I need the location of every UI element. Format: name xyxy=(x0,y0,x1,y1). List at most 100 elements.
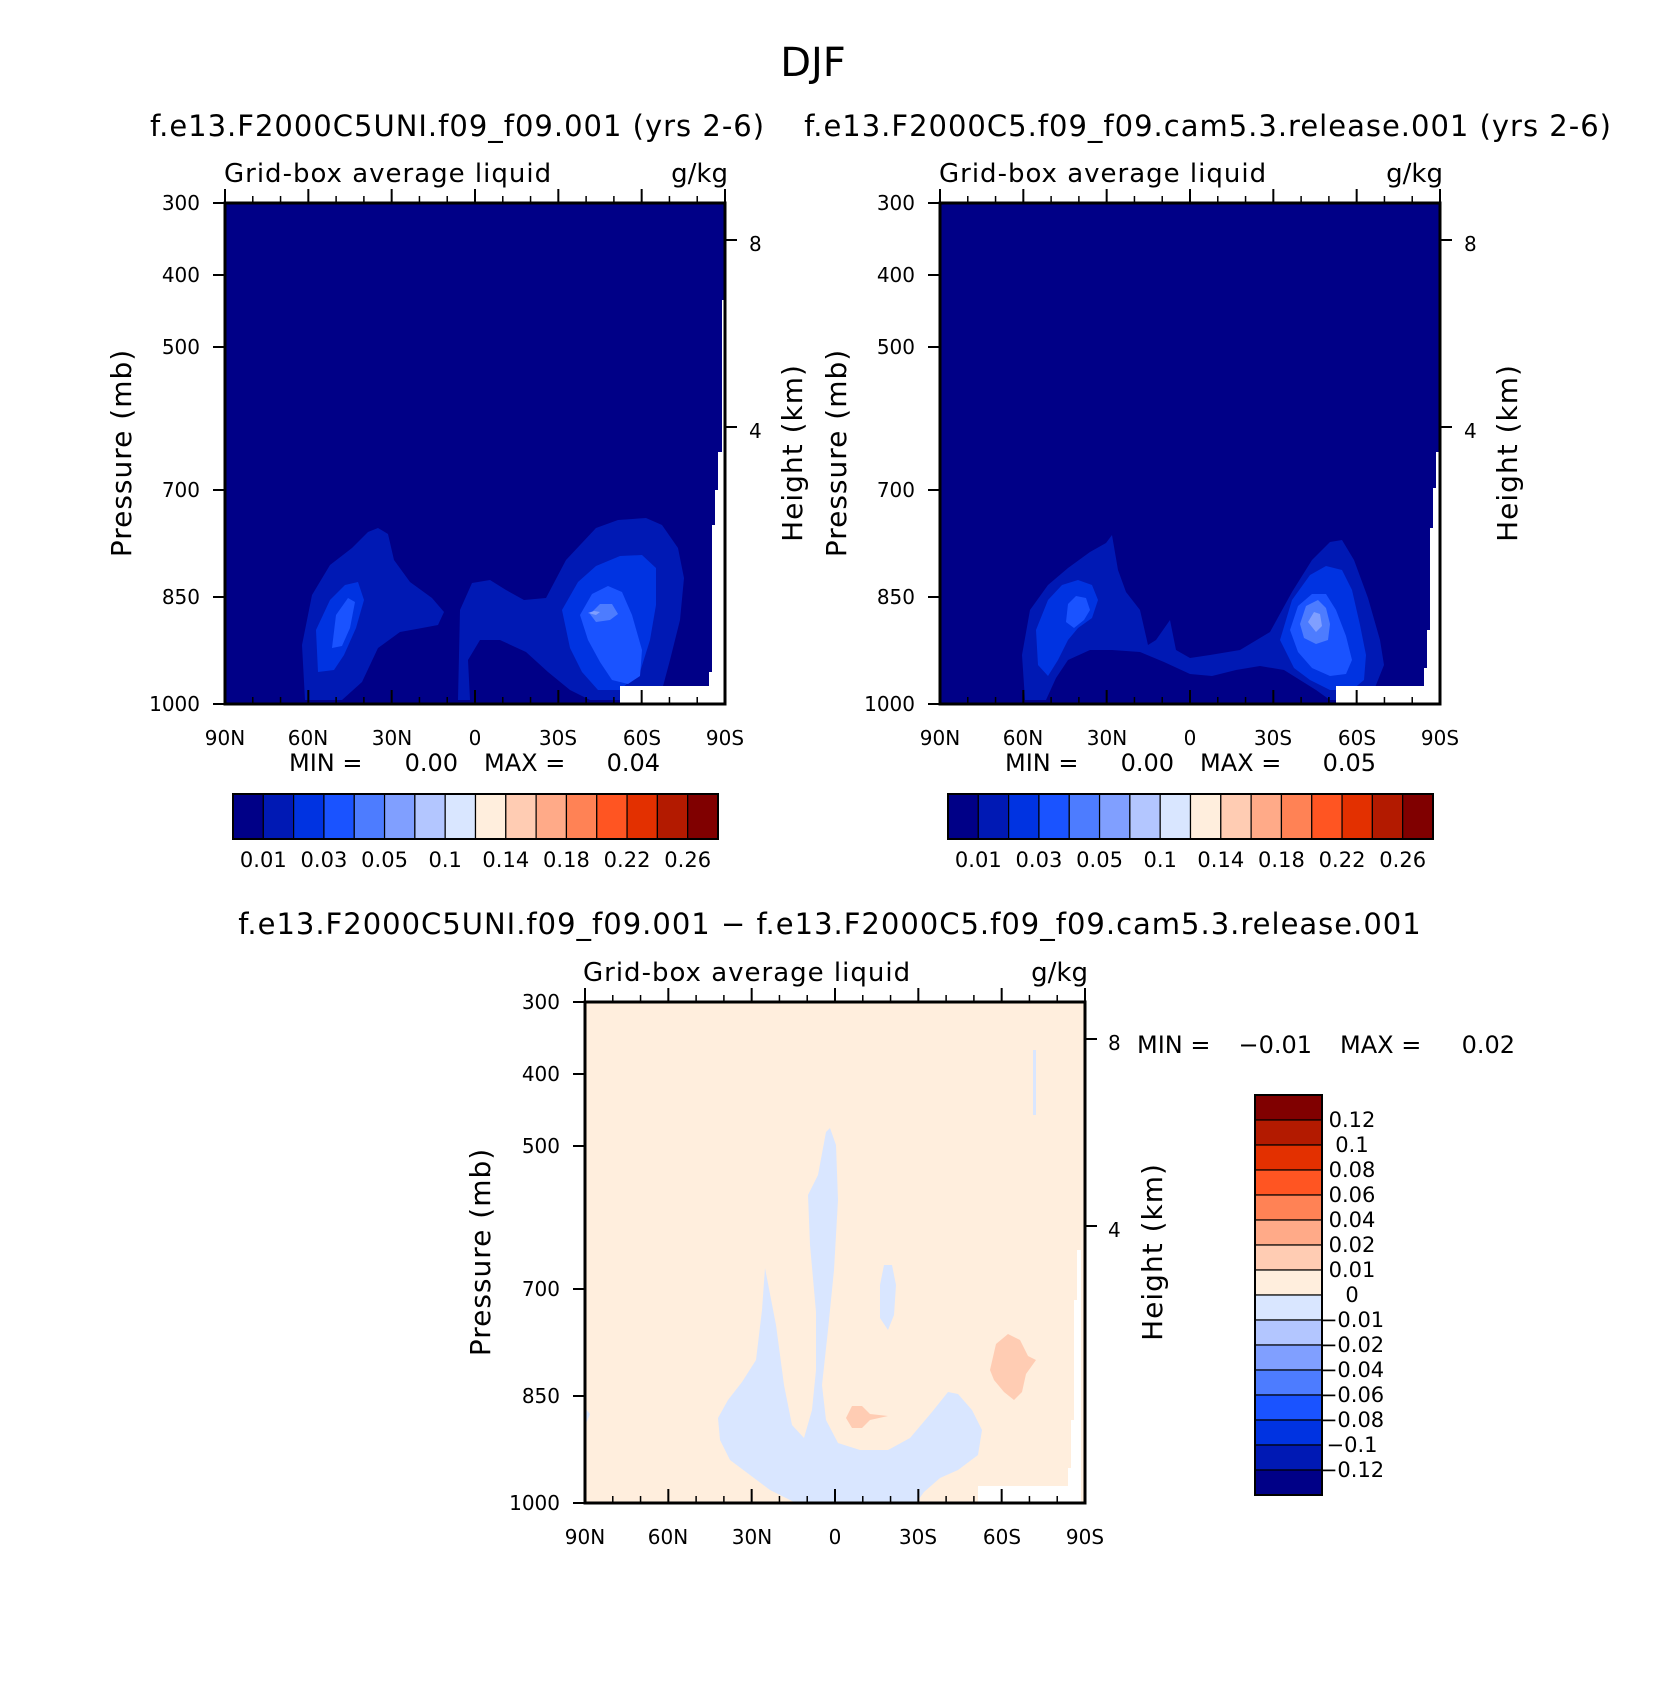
colorbar-frame xyxy=(232,793,719,840)
panel-3-pressure-tick-labels: 300 400 500 700 850 1000 xyxy=(509,990,560,1515)
panel-3-positive-blob-a xyxy=(846,1406,888,1428)
colorbar-swatch xyxy=(687,793,719,840)
panel-2-contour-level-5 xyxy=(1308,612,1322,632)
colorbar-swatch xyxy=(1008,793,1040,840)
panel-2-height-axis-label: Height (km) xyxy=(1491,364,1524,542)
colorbar-swatch xyxy=(1189,793,1222,840)
panel-1-plot-area xyxy=(225,203,725,704)
colorbar-swatch xyxy=(1371,793,1404,840)
colorbar-label: 0.1 xyxy=(1143,848,1176,872)
pressure-tick-700: 700 xyxy=(162,478,200,502)
panel-1-max-value: 0.04 xyxy=(607,749,660,777)
panel-2-contour-level-3 xyxy=(1066,596,1090,628)
panel-2-lat-tick-labels: 90N 60N 30N 0 30S 60S 90S xyxy=(920,726,1459,750)
lat-tick-30s: 30S xyxy=(899,1525,937,1549)
lat-tick-60s: 60S xyxy=(1338,726,1376,750)
lat-tick-0: 0 xyxy=(1184,726,1197,750)
colorbar-swatch xyxy=(1254,1219,1323,1246)
panel-1-min-value: 0.00 xyxy=(405,749,458,777)
colorbar-swatch xyxy=(232,793,264,840)
panel-1-pressure-tick-labels: 300 400 500 700 850 1000 xyxy=(149,191,200,716)
panel-3-ticks xyxy=(573,988,1097,1504)
colorbar-label: 0.06 xyxy=(1329,1183,1376,1207)
panel-3-height-axis-label: Height (km) xyxy=(1136,1163,1169,1341)
colorbar-swatch xyxy=(353,793,386,840)
colorbar-swatch xyxy=(947,793,979,840)
pressure-tick-1000: 1000 xyxy=(864,692,915,716)
panel-2-colorbar-labels: 0.01 0.03 0.05 0.1 0.14 0.18 0.22 0.26 xyxy=(955,848,1426,872)
lat-tick-0: 0 xyxy=(469,726,482,750)
panel-1-colorbar-labels: 0.01 0.03 0.05 0.1 0.14 0.18 0.22 0.26 xyxy=(240,848,711,872)
lat-tick-60n: 60N xyxy=(1003,726,1043,750)
panel-3-negative-blob-a xyxy=(880,1265,896,1330)
panel-1-contour-level-4 xyxy=(590,604,618,622)
panel-2-subtitle: Grid-box average liquid xyxy=(939,159,1267,189)
colorbar-label: −0.08 xyxy=(1320,1408,1384,1432)
colorbar-label: 0.08 xyxy=(1329,1158,1376,1182)
colorbar-label: 0.1 xyxy=(1335,1133,1368,1157)
colorbar-swatch xyxy=(1254,1244,1323,1271)
colorbar-swatch xyxy=(1220,793,1252,840)
colorbar-swatch xyxy=(1254,1369,1323,1396)
panel-2-ticks xyxy=(928,189,1452,705)
panel-2-pressure-axis-label: Pressure (mb) xyxy=(820,349,853,557)
panel-2-pressure-tick-labels: 300 400 500 700 850 1000 xyxy=(864,191,915,716)
lat-tick-30n: 30N xyxy=(732,1525,772,1549)
colorbar-label: 0.1 xyxy=(428,848,461,872)
panel-3-subtitle: Grid-box average liquid xyxy=(583,958,911,988)
panel-3-negative-region xyxy=(718,1128,982,1503)
lat-tick-30s: 30S xyxy=(1254,726,1292,750)
colorbar-label: −0.06 xyxy=(1320,1383,1384,1407)
lat-tick-90s: 90S xyxy=(1066,1525,1104,1549)
colorbar-swatch xyxy=(1038,793,1070,840)
colorbar-swatch xyxy=(474,793,507,840)
colorbar-swatch xyxy=(1254,1469,1323,1496)
pressure-tick-400: 400 xyxy=(877,263,915,287)
colorbar-swatch xyxy=(1341,793,1373,840)
height-tick-4: 4 xyxy=(1464,419,1477,443)
height-tick-4: 4 xyxy=(1108,1218,1121,1242)
panel-1-contour-level-5 xyxy=(588,611,600,615)
panel-3: f.e13.F2000C5UNI.f09_f09.001 − f.e13.F20… xyxy=(238,907,1515,1549)
lat-tick-60s: 60S xyxy=(983,1525,1021,1549)
lat-tick-30n: 30N xyxy=(1087,726,1127,750)
height-tick-8: 8 xyxy=(1108,1031,1121,1055)
colorbar-swatch xyxy=(1280,793,1313,840)
colorbar-swatch xyxy=(414,793,446,840)
lat-tick-90s: 90S xyxy=(706,726,744,750)
panel-1-units: g/kg xyxy=(671,159,728,189)
pressure-tick-850: 850 xyxy=(877,585,915,609)
colorbar-swatch xyxy=(1098,793,1131,840)
pressure-tick-300: 300 xyxy=(162,191,200,215)
colorbar-swatch xyxy=(656,793,689,840)
panel-3-units: g/kg xyxy=(1031,958,1088,988)
colorbar-swatch xyxy=(1254,1394,1323,1421)
panel-1-colorbar xyxy=(232,793,719,840)
panel-2-missing-data xyxy=(1336,452,1440,704)
colorbar-label: 0.01 xyxy=(1329,1258,1376,1282)
colorbar-swatch xyxy=(977,793,1010,840)
colorbar-label: 0.26 xyxy=(664,848,711,872)
height-tick-4: 4 xyxy=(749,419,762,443)
colorbar-swatch xyxy=(262,793,295,840)
pressure-tick-500: 500 xyxy=(162,335,200,359)
colorbar-label: −0.02 xyxy=(1320,1333,1384,1357)
pressure-tick-700: 700 xyxy=(522,1277,560,1301)
panel-2-plot-area xyxy=(940,203,1440,704)
lat-tick-30n: 30N xyxy=(372,726,412,750)
colorbar-swatch xyxy=(1254,1144,1323,1171)
panel-3-positive-blob-b xyxy=(990,1334,1036,1400)
colorbar-swatch xyxy=(505,793,537,840)
panel-2-max-value: 0.05 xyxy=(1323,749,1376,777)
lat-tick-90s: 90S xyxy=(1421,726,1459,750)
pressure-tick-500: 500 xyxy=(522,1134,560,1158)
colorbar-label: 0.22 xyxy=(1319,848,1366,872)
panel-1-ticks xyxy=(213,189,737,705)
pressure-tick-500: 500 xyxy=(877,335,915,359)
panel-3-pressure-axis-label: Pressure (mb) xyxy=(464,1148,497,1356)
colorbar-label: 0.05 xyxy=(361,848,408,872)
panel-3-min-value: −0.01 xyxy=(1238,1031,1312,1059)
colorbar-swatch xyxy=(1254,1119,1323,1146)
colorbar-label: 0.18 xyxy=(543,848,590,872)
